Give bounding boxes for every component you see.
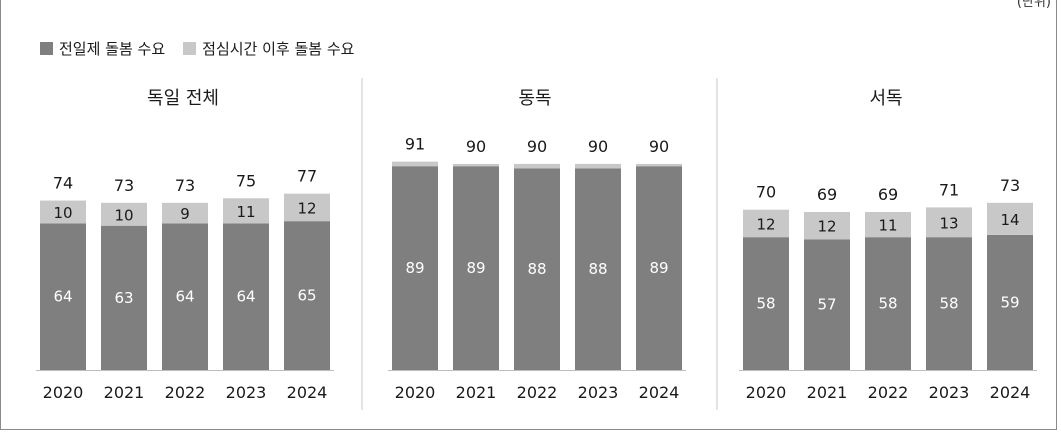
label-fulltime-p2-2023: 88 <box>588 260 607 278</box>
bar-afternoon-p2-2021 <box>453 163 499 167</box>
label-fulltime-p2-2024: 89 <box>649 259 668 277</box>
bar-afternoon-p2-2024 <box>636 163 682 167</box>
tick-label-p1-2022: 2022 <box>165 383 206 402</box>
tick-label-p2-2022: 2022 <box>517 383 558 402</box>
label-afternoon-p1-2021: 10 <box>114 206 133 224</box>
label-fulltime-p3-2020: 58 <box>756 295 775 313</box>
bar-afternoon-p1-2021 <box>101 202 147 226</box>
bar-afternoon-p1-2020 <box>40 200 86 224</box>
tick-label-p2-2021: 2021 <box>456 383 497 402</box>
bar-afternoon-p1-2022 <box>162 202 208 224</box>
bar-fulltime-p1-2023 <box>223 223 269 370</box>
bar-afternoon-p2-2023 <box>575 163 621 169</box>
label-fulltime-p3-2021: 57 <box>817 296 836 314</box>
panel-title-2: 동독 <box>518 88 551 109</box>
tick-label-p3-2023: 2023 <box>929 383 970 402</box>
bar-fulltime-p3-2023 <box>926 237 972 370</box>
label-fulltime-p3-2022: 58 <box>878 295 897 313</box>
label-total-p2-2020: 91 <box>405 135 425 154</box>
label-afternoon-p3-2024: 14 <box>1000 211 1019 229</box>
tick-label-p1-2023: 2023 <box>226 383 267 402</box>
label-afternoon-p1-2024: 12 <box>297 199 316 217</box>
legend-label-fulltime: 전일제 돌봄 수요 <box>59 40 166 58</box>
label-fulltime-p1-2020: 64 <box>53 288 72 306</box>
bar-fulltime-p1-2024 <box>284 221 330 370</box>
label-fulltime-p2-2021: 89 <box>466 259 485 277</box>
bar-afternoon-p2-2020 <box>392 161 438 167</box>
bar-afternoon-p1-2024 <box>284 193 330 222</box>
bar-fulltime-p2-2024 <box>636 166 682 370</box>
tick-label-p1-2021: 2021 <box>104 383 145 402</box>
bar-fulltime-p3-2020 <box>743 237 789 370</box>
legend-item-afternoon: 점심시간 이후 돌봄 수요 <box>183 38 354 59</box>
legend: 전일제 돌봄 수요 점심시간 이후 돌봄 수요 <box>40 38 354 59</box>
panel-title-3: 서독 <box>869 88 902 109</box>
label-total-p1-2022: 73 <box>175 176 195 195</box>
bar-afternoon-p3-2022 <box>865 211 911 238</box>
label-fulltime-p1-2021: 63 <box>114 289 133 307</box>
legend-item-fulltime: 전일제 돌봄 수요 <box>40 38 165 59</box>
bar-fulltime-p1-2022 <box>162 223 208 370</box>
label-afternoon-p3-2021: 12 <box>817 218 836 236</box>
bar-fulltime-p3-2021 <box>804 239 850 370</box>
label-total-p2-2021: 90 <box>466 137 486 156</box>
label-fulltime-p3-2024: 59 <box>1000 293 1019 311</box>
tick-label-p3-2022: 2022 <box>868 383 909 402</box>
bar-fulltime-p2-2023 <box>575 168 621 370</box>
unit-label: (단위) <box>1016 0 1051 10</box>
label-fulltime-p1-2024: 65 <box>297 287 316 305</box>
tick-label-p2-2020: 2020 <box>395 383 436 402</box>
bar-fulltime-p2-2022 <box>514 168 560 370</box>
tick-label-p2-2023: 2023 <box>578 383 619 402</box>
label-total-p1-2024: 77 <box>297 167 317 186</box>
label-total-p3-2024: 73 <box>1000 176 1020 195</box>
tick-label-p2-2024: 2024 <box>639 383 680 402</box>
bar-fulltime-p3-2022 <box>865 237 911 370</box>
bar-afternoon-p3-2023 <box>926 207 972 238</box>
label-afternoon-p3-2020: 12 <box>756 215 775 233</box>
tick-label-p3-2020: 2020 <box>746 383 787 402</box>
label-afternoon-p1-2022: 9 <box>180 205 190 223</box>
label-fulltime-p2-2020: 89 <box>405 259 424 277</box>
label-fulltime-p2-2022: 88 <box>527 260 546 278</box>
legend-label-afternoon: 점심시간 이후 돌봄 수요 <box>202 40 355 58</box>
label-total-p3-2021: 69 <box>817 185 837 204</box>
label-total-p2-2023: 90 <box>588 137 608 156</box>
label-fulltime-p3-2023: 58 <box>939 295 958 313</box>
label-total-p3-2023: 71 <box>939 180 959 199</box>
bar-fulltime-p2-2020 <box>392 166 438 370</box>
label-total-p1-2020: 74 <box>53 174 73 193</box>
bar-afternoon-p3-2020 <box>743 209 789 238</box>
label-total-p1-2023: 75 <box>236 171 256 190</box>
label-total-p3-2022: 69 <box>878 185 898 204</box>
tick-label-p3-2024: 2024 <box>990 383 1031 402</box>
label-afternoon-p1-2023: 11 <box>236 203 255 221</box>
bar-afternoon-p1-2023 <box>223 198 269 224</box>
bar-afternoon-p3-2021 <box>804 211 850 240</box>
tick-label-p1-2024: 2024 <box>287 383 328 402</box>
label-afternoon-p1-2020: 10 <box>53 204 72 222</box>
label-afternoon-p3-2022: 11 <box>878 217 897 235</box>
bar-fulltime-p1-2021 <box>101 225 147 370</box>
label-total-p3-2020: 70 <box>756 183 776 202</box>
bar-fulltime-p2-2021 <box>453 166 499 370</box>
legend-swatch-fulltime <box>40 42 53 55</box>
legend-swatch-afternoon <box>183 42 197 55</box>
bar-afternoon-p2-2022 <box>514 163 560 169</box>
label-fulltime-p1-2022: 64 <box>175 288 194 306</box>
bar-fulltime-p1-2020 <box>40 223 86 370</box>
bar-afternoon-p3-2024 <box>987 202 1033 235</box>
tick-label-p1-2020: 2020 <box>43 383 84 402</box>
panel-title-1: 독일 전체 <box>147 88 219 109</box>
label-fulltime-p1-2023: 64 <box>236 288 255 306</box>
bar-fulltime-p3-2024 <box>987 234 1033 370</box>
label-total-p1-2021: 73 <box>114 176 134 195</box>
tick-label-p3-2021: 2021 <box>807 383 848 402</box>
label-total-p2-2022: 90 <box>527 137 547 156</box>
label-total-p2-2024: 90 <box>649 137 669 156</box>
label-afternoon-p3-2023: 13 <box>939 214 958 232</box>
